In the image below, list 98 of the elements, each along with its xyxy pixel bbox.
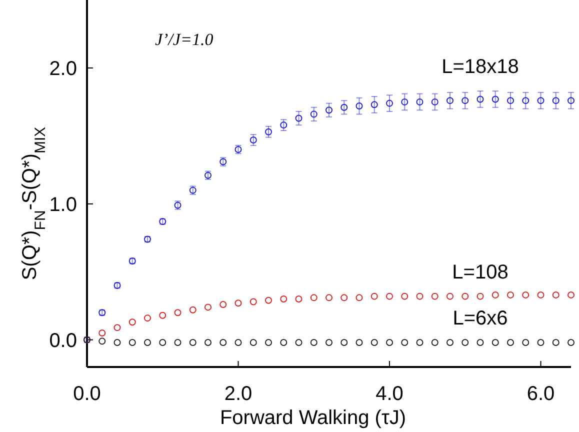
point — [265, 128, 272, 136]
annotation: J’/J=1.0 — [155, 30, 214, 49]
point — [204, 304, 212, 311]
point — [416, 98, 424, 106]
y-tick-label: 1.0 — [49, 194, 77, 216]
point — [492, 339, 499, 346]
point — [356, 339, 363, 346]
point — [370, 339, 378, 346]
point — [401, 98, 408, 106]
point — [295, 114, 302, 122]
x-tick-label: 6.0 — [526, 383, 555, 405]
series-label: L=6x6 — [452, 308, 508, 330]
point — [250, 339, 257, 346]
x-tick-label: 4.0 — [376, 383, 404, 405]
point — [144, 339, 151, 346]
series-label: L=18x18 — [442, 56, 519, 78]
point — [431, 292, 438, 300]
point — [250, 298, 257, 306]
point — [204, 339, 212, 346]
point — [280, 296, 288, 303]
point — [250, 136, 257, 144]
point — [401, 292, 408, 300]
point — [234, 300, 242, 307]
point — [537, 97, 544, 104]
point — [568, 97, 574, 104]
point — [416, 339, 424, 346]
point — [446, 97, 454, 104]
point — [295, 339, 302, 346]
point — [522, 291, 530, 298]
point — [522, 97, 530, 104]
point — [507, 339, 514, 346]
point — [476, 339, 484, 346]
point — [446, 292, 454, 300]
point — [476, 292, 484, 300]
point — [446, 339, 454, 346]
point — [370, 292, 378, 300]
point — [144, 314, 151, 322]
y-tick-label: 0.0 — [49, 330, 77, 352]
point — [431, 339, 438, 346]
point — [98, 338, 106, 345]
point — [189, 306, 196, 314]
point — [552, 339, 560, 346]
point — [386, 292, 393, 300]
point — [401, 339, 408, 346]
point — [507, 97, 514, 104]
point — [326, 294, 332, 302]
point — [386, 339, 393, 346]
point — [340, 339, 348, 346]
point — [174, 339, 182, 346]
point — [265, 339, 272, 346]
point — [159, 339, 166, 346]
point — [507, 291, 514, 298]
x-tick-label: 0.0 — [73, 383, 101, 405]
point — [476, 96, 484, 103]
point — [340, 104, 348, 111]
point — [552, 97, 560, 104]
x-tick-label: 2.0 — [224, 383, 252, 405]
series-label: L=108 — [452, 261, 508, 284]
point — [280, 122, 288, 129]
point — [537, 339, 544, 346]
x-axis-title: Forward Walking (τJ) — [220, 407, 406, 429]
point — [189, 339, 196, 346]
point — [568, 291, 574, 298]
point — [220, 300, 227, 308]
point — [537, 291, 544, 298]
point — [128, 339, 136, 346]
point — [174, 309, 182, 316]
point — [310, 294, 318, 302]
point — [310, 339, 318, 346]
point — [326, 339, 332, 346]
point — [416, 292, 424, 300]
point — [370, 101, 378, 108]
point — [280, 339, 288, 346]
point — [114, 339, 121, 346]
point — [128, 318, 136, 326]
point — [462, 292, 469, 300]
point — [326, 106, 332, 114]
point — [431, 98, 438, 106]
point — [462, 97, 469, 104]
point — [462, 339, 469, 346]
point — [356, 294, 363, 302]
y-tick-label: 2.0 — [49, 58, 77, 80]
point — [340, 294, 348, 302]
point — [234, 339, 242, 346]
point — [295, 296, 302, 303]
point — [159, 312, 166, 319]
point — [220, 339, 227, 346]
point — [265, 296, 272, 304]
point — [522, 339, 530, 346]
point — [492, 291, 499, 298]
point — [356, 102, 363, 110]
point — [492, 96, 499, 103]
point — [114, 324, 121, 332]
point — [98, 330, 106, 337]
point — [568, 339, 574, 346]
point — [386, 100, 393, 107]
point — [310, 110, 318, 118]
point — [552, 291, 560, 298]
